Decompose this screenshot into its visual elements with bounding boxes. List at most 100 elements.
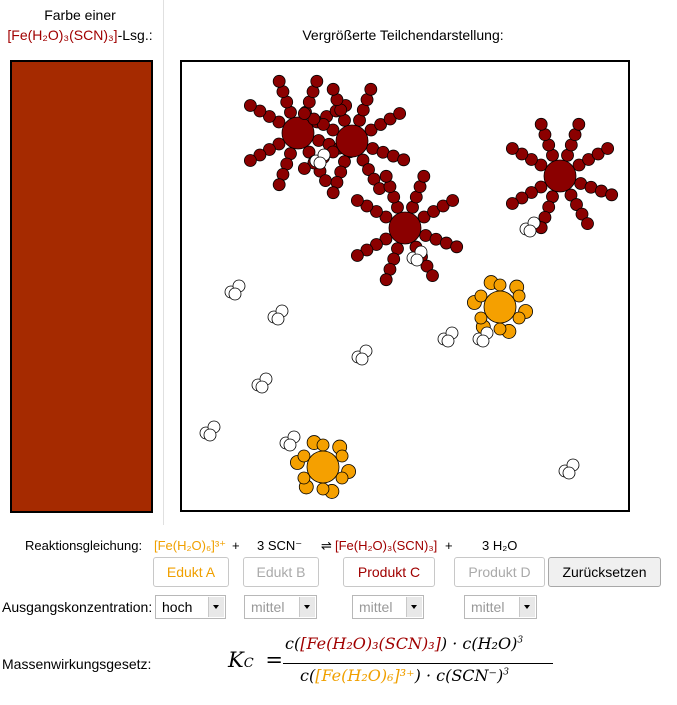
add-edukt-b-button[interactable]: Edukt B: [243, 557, 319, 587]
ligand-atom: [356, 153, 370, 167]
color-label-compound: [Fe(H₂O)₃(SCN)₃]: [7, 27, 118, 43]
chevron-down-icon: [519, 597, 535, 617]
ligand-atom: [297, 471, 311, 485]
kc-subscript: C: [243, 656, 254, 671]
ligand-atom: [512, 311, 526, 325]
ligand-atom: [426, 269, 439, 283]
iron-aqua-center: [306, 450, 340, 484]
formula-denominator: c([Fe(H₂O)₆]³⁺) · c(SCN⁻)3: [300, 666, 509, 685]
formula-numerator: c([Fe(H₂O)₃(SCN)₃]) · c(H₂O)3: [285, 634, 523, 653]
mass-action-label: Massenwirkungsgesetz:: [2, 656, 152, 672]
ligand-atom: [505, 197, 519, 210]
fraction-line: [283, 663, 553, 664]
ligand-atom: [370, 238, 383, 251]
add-produkt-d-button[interactable]: Produkt D: [454, 557, 545, 587]
ligand-atom: [505, 142, 519, 155]
ligand-atom: [591, 147, 605, 161]
particle-canvas: [199, 74, 619, 499]
ligand-atom: [243, 154, 257, 167]
reaction-plus-2: +: [445, 538, 453, 553]
ligand-atom: [605, 188, 619, 202]
ligand-atom: [427, 205, 440, 218]
den-mid: ) · c(SCN⁻): [414, 666, 504, 685]
ligand-atom: [601, 142, 615, 155]
solution-color-swatch: [10, 60, 153, 513]
water-atom: [283, 438, 297, 452]
ligand-atom: [272, 115, 286, 129]
concentration-c-select[interactable]: mittel: [352, 595, 424, 619]
ligand-atom: [263, 143, 276, 156]
add-produkt-c-button[interactable]: Produkt C: [343, 557, 435, 587]
chevron-down-icon: [299, 597, 315, 617]
ligand-atom: [326, 82, 340, 96]
water-atom: [523, 224, 537, 238]
ligand-atom: [253, 104, 267, 118]
water-atom: [228, 287, 242, 301]
ligand-atom: [525, 153, 538, 166]
reset-button[interactable]: Zurücksetzen: [548, 557, 661, 587]
ligand-atom: [379, 169, 393, 183]
ligand-atom: [263, 110, 276, 123]
ligand-atom: [326, 123, 340, 137]
ligand-atom: [420, 259, 434, 273]
ligand-atom: [253, 148, 267, 162]
ligand-atom: [582, 153, 595, 166]
color-label-suffix: -Lsg.:: [117, 27, 153, 43]
kc-letter: K: [228, 648, 244, 672]
ligand-atom: [512, 289, 526, 303]
ligand-atom: [436, 199, 450, 213]
ligand-atom: [362, 163, 375, 176]
add-edukt-a-button[interactable]: Edukt A: [153, 557, 229, 587]
water-atom: [562, 466, 576, 480]
ligand-atom: [367, 172, 381, 186]
concentration-b-select[interactable]: mittel: [244, 595, 317, 619]
ligand-atom: [397, 153, 411, 167]
ligand-atom: [379, 210, 393, 224]
ligand-atom: [534, 180, 548, 194]
ligand-atom: [326, 186, 340, 200]
water-atom: [355, 352, 369, 366]
kc-equals: =: [265, 648, 283, 672]
den-educt: [Fe(H₂O)₆]³⁺: [315, 666, 415, 685]
ligand-atom: [474, 311, 488, 325]
concentration-d-select[interactable]: mittel: [464, 595, 537, 619]
water-atom: [476, 334, 490, 348]
ligand-atom: [417, 210, 431, 224]
ligand-atom: [379, 273, 393, 287]
reaction-label: Reaktionsgleichung:: [25, 538, 143, 553]
ligand-atom: [581, 217, 594, 231]
ligand-atom: [379, 232, 393, 246]
ligand-atom: [393, 107, 407, 120]
ligand-atom: [350, 194, 364, 207]
ligand-atom: [319, 174, 332, 188]
ligand-atom: [370, 205, 383, 218]
ligand-atom: [446, 194, 460, 207]
ligand-atom: [272, 137, 286, 151]
iron-complex-center: [335, 124, 369, 158]
ligand-atom: [575, 207, 589, 221]
kc-symbol: KC =: [228, 648, 283, 672]
ligand-atom: [450, 240, 464, 254]
den-exponent: 3: [503, 667, 509, 678]
concentration-c-value: mittel: [359, 599, 393, 615]
concentration-b-value: mittel: [251, 599, 285, 615]
ligand-atom: [564, 188, 578, 202]
chevron-down-icon: [208, 597, 224, 617]
reaction-product-d: 3 H₂O: [482, 538, 518, 553]
reaction-educt-b: 3 SCN⁻: [257, 538, 303, 553]
ligand-atom: [317, 118, 330, 131]
ligand-atom: [373, 182, 386, 196]
ligand-atom: [515, 147, 529, 161]
num-c-open: c(: [285, 634, 301, 653]
ligand-atom: [335, 471, 349, 485]
water-atom: [203, 428, 217, 442]
ligand-atom: [316, 438, 330, 452]
ligand-atom: [572, 117, 586, 131]
ligand-atom: [417, 169, 431, 183]
ligand-atom: [310, 74, 324, 88]
particle-panel-title: Vergrößerte Teilchendarstellung:: [302, 27, 504, 43]
color-label-line2: [Fe(H₂O)₃(SCN)₃]-Lsg.:: [0, 26, 160, 45]
concentration-a-select[interactable]: hoch: [155, 595, 226, 619]
concentration-d-value: mittel: [471, 599, 505, 615]
ligand-atom: [493, 322, 507, 336]
